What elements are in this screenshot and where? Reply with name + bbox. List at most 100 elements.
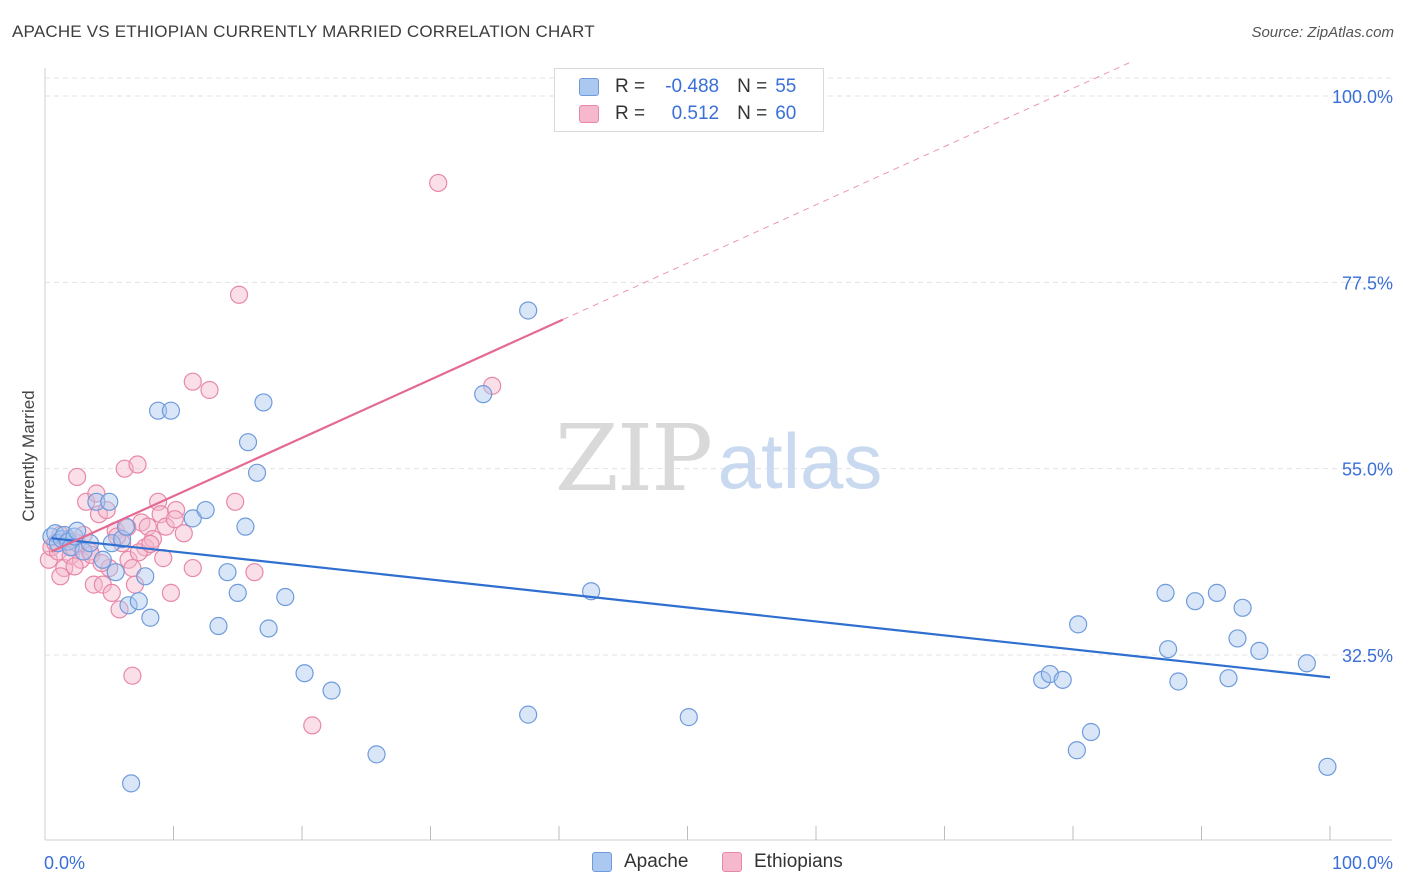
y-tick-label: 77.5% (1342, 273, 1393, 293)
apache-point (196, 500, 215, 520)
apache-point (1081, 722, 1101, 742)
apache-point (367, 745, 386, 764)
trend-lines (50, 62, 1331, 679)
ethiopian-trend-line (50, 318, 564, 553)
apache-point (119, 596, 138, 615)
apache-points (42, 301, 1337, 793)
ethiopian-r-value: 0.512 (671, 103, 720, 124)
apache-n-value: 55 (775, 76, 797, 97)
y-tick-label: 32.5% (1342, 646, 1393, 666)
ethiopian-point (161, 583, 181, 602)
apache-point (228, 583, 247, 602)
apache-point (129, 592, 148, 611)
apache-point (1053, 670, 1072, 689)
apache-point (1207, 583, 1227, 602)
apache-point (1158, 640, 1178, 659)
ethiopian-point (123, 666, 142, 685)
ethiopian-point (65, 557, 84, 576)
apache-point (1069, 615, 1088, 634)
apache-point (519, 705, 538, 724)
apache-point (1233, 598, 1252, 617)
apache-point (519, 301, 538, 320)
ethiopian-n-value: 60 (775, 103, 797, 124)
apache-legend-swatch (592, 852, 612, 872)
ethiopian-r-label: R = (615, 103, 646, 124)
legend-row-apache: R = -0.488 N = 55 (579, 74, 796, 100)
apache-point (322, 681, 341, 700)
apache-point (1156, 583, 1175, 602)
apache-point (254, 393, 273, 412)
ethiopian-point (165, 510, 184, 529)
y-tick-label: 100.0% (1332, 87, 1393, 107)
x-tick-label-end: 100.0% (1332, 853, 1393, 873)
y-tick-label: 55.0% (1342, 460, 1393, 480)
ethiopian-point (118, 518, 137, 537)
apache-n-label: N = (737, 76, 768, 97)
chart-title: APACHE VS ETHIOPIAN CURRENTLY MARRIED CO… (12, 22, 595, 41)
apache-point (1185, 592, 1205, 611)
ethiopian-point (51, 567, 70, 586)
apache-point (1219, 669, 1238, 688)
apache-point (679, 708, 698, 727)
apache-trend-line (51, 537, 1331, 679)
apache-point (1169, 672, 1188, 691)
apache-point (259, 619, 278, 638)
apache-point (106, 563, 125, 582)
apache-point (161, 401, 181, 420)
apache-legend-label: Apache (624, 851, 689, 872)
ethiopian-point (303, 716, 322, 735)
y-axis-label: Currently Married (19, 390, 38, 521)
axes (44, 68, 1392, 841)
apache-point (87, 492, 106, 511)
ethiopian-legend-label: Ethiopians (754, 851, 843, 872)
apache-point (148, 401, 168, 420)
apache-point (121, 774, 141, 793)
ethiopian-point (128, 455, 147, 474)
apache-point (209, 616, 228, 636)
apache-point (1250, 641, 1269, 660)
apache-point (218, 563, 237, 582)
ethiopian-legend-swatch (722, 852, 742, 872)
ethiopian-point (429, 173, 448, 193)
ethiopian-point (110, 600, 129, 619)
ethiopian-point (102, 583, 121, 602)
apache-point (136, 567, 155, 586)
legend-item-apache[interactable]: Apache (592, 851, 688, 873)
apache-point (238, 433, 258, 452)
apache-point (295, 664, 314, 683)
ethiopian-point (229, 285, 249, 304)
ethiopian-point (154, 549, 173, 568)
legend-item-ethiopians[interactable]: Ethiopians (722, 851, 843, 873)
watermark-atlas: atlas (718, 417, 883, 505)
apache-r-label: R = (615, 76, 646, 97)
apache-point (93, 550, 112, 569)
apache-point (247, 463, 267, 482)
apache-point (236, 517, 255, 536)
ethiopian-point (166, 500, 186, 520)
ethiopian-trend-extension (562, 62, 1130, 321)
apache-point (276, 587, 295, 607)
ethiopian-point (200, 380, 219, 400)
series-legend: Apache Ethiopians (0, 851, 1406, 879)
apache-point (1067, 741, 1086, 760)
watermark: ZIP atlas (555, 405, 882, 512)
ethiopian-point (143, 529, 163, 549)
apache-point (1297, 654, 1316, 673)
ethiopian-n-label: N = (737, 103, 768, 124)
tick-labels: 32.5% 55.0% 77.5% 100.0% 0.0% 100.0% (44, 87, 1393, 873)
ethiopian-swatch (579, 105, 599, 123)
watermark-zip: ZIP (555, 405, 711, 512)
apache-point (100, 492, 119, 511)
apache-point (1318, 757, 1337, 776)
apache-point (474, 385, 493, 404)
apache-r-value: -0.488 (665, 76, 720, 97)
ethiopian-point (68, 467, 87, 487)
ethiopian-point (183, 372, 202, 391)
source-label: Source: ZipAtlas.com (1251, 24, 1394, 41)
ethiopian-points (39, 173, 502, 735)
apache-swatch (579, 78, 599, 96)
apache-point (183, 509, 202, 528)
ethiopian-point (245, 563, 264, 582)
ethiopian-point (183, 558, 202, 578)
